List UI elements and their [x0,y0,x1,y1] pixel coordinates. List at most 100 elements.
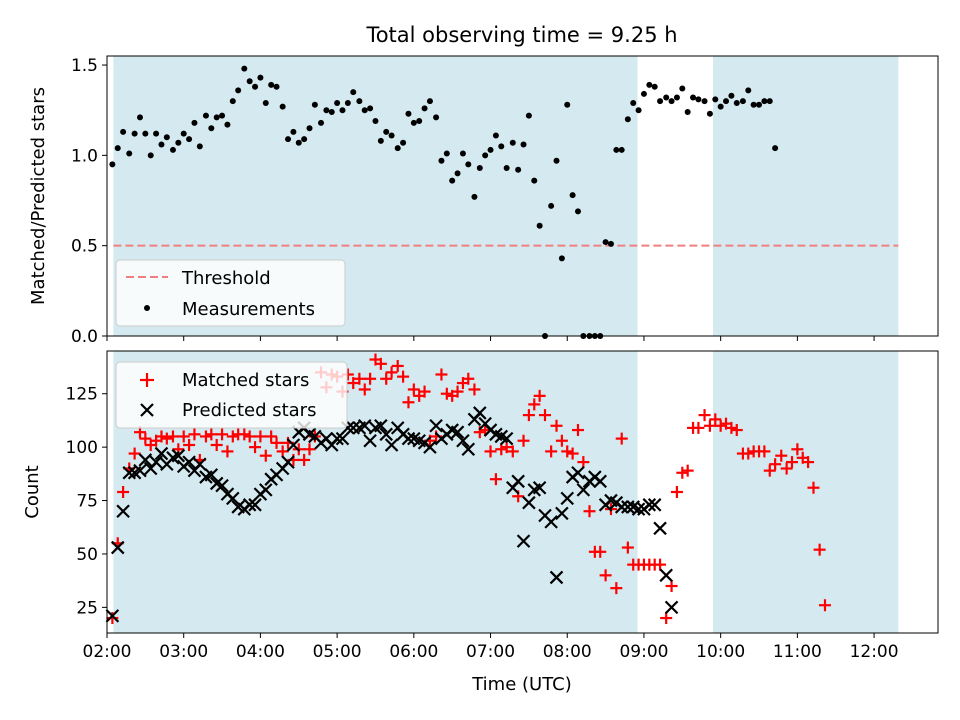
measurement-point [318,119,325,126]
measurement-point [613,146,620,153]
x-stroke-2 [401,431,416,446]
x-tick-label: 04:00 [236,642,285,662]
matched-stars-points [106,353,831,625]
predicted-star-point [555,506,569,521]
measurement-point [558,255,565,262]
predicted-star-point [204,468,219,482]
matched-star-point [522,409,535,422]
matched-star-point [303,443,316,456]
matched-star-point [550,419,563,432]
matched-star-point [791,443,804,456]
measurement-point [301,136,308,143]
measurement-point [663,94,670,101]
matched-star-point [407,383,420,396]
predicted-star-point [576,483,591,497]
measurement-point [421,105,428,112]
matched-star-point [654,558,667,571]
matched-star-point [380,372,393,385]
measurement-point [706,110,713,117]
matched-star-point [397,370,410,383]
measurement-point [147,152,154,159]
measurement-point [509,139,516,146]
x-stroke-2 [494,429,509,444]
x-stroke-2 [363,433,377,448]
x-tick-label: 05:00 [313,642,362,662]
matched-star-point [709,413,722,426]
matched-star-point [555,434,568,447]
measurement-point [186,136,193,143]
x-stroke-2 [642,498,657,512]
x-tick-label: 11:00 [773,642,822,662]
predicted-star-point [105,609,120,623]
matched-star-point [780,462,793,475]
measurement-point [454,170,461,177]
measurement-point [426,98,433,105]
predicted-star-point [259,483,273,497]
x-tick-label: 12:00 [850,642,899,662]
x-stroke-2 [571,465,585,480]
measurement-point [120,128,127,135]
legend-matched-label: Matched stars [182,370,309,391]
matched-star-point [276,445,289,458]
predicted-star-point [461,442,476,457]
measurement-point [109,161,116,168]
predicted-star-point [560,491,575,506]
measurement-point [246,78,253,85]
predicted-star-point [226,491,240,506]
measurement-point [158,141,165,148]
predicted-star-point [346,421,361,435]
x-stroke-2 [281,455,295,469]
matched-star-point [199,430,212,443]
predicted-star-point [122,465,137,480]
count-panel: 02:00 03:00 04:00 05:00 06:00 07:00 08:00 09:00… [22,350,939,695]
predicted-star-point [138,453,153,467]
measurement-point [131,130,138,137]
x-tick-label: 10:00 [696,642,745,662]
y-tick-label: 50 [76,545,98,565]
x-stroke-2 [346,421,361,435]
bottom-plot-frame [106,350,939,634]
matched-star-point [385,366,398,379]
matched-star-point [462,372,475,385]
matched-star-point [183,439,196,451]
measurement-point [531,177,538,184]
matched-star-point [270,436,283,449]
measurement-point [564,101,571,108]
matched-star-point [177,430,190,443]
x-stroke-2 [659,568,673,583]
measurement-point [750,101,757,108]
matched-star-point [500,441,513,454]
bottom-legend: Matched stars Predicted stars [115,361,348,429]
predicted-star-point [401,431,416,446]
matched-star-point [571,424,584,437]
matched-star-point [495,443,508,456]
predicted-star-point [544,515,558,529]
top-legend-box [115,259,346,327]
measurement-point [328,109,335,115]
predicted-star-point [363,433,377,448]
measurement-point [136,114,143,121]
matched-star-point [418,385,431,398]
predicted-star-point [423,440,437,454]
measurement-point [175,139,182,146]
matched-star-point [391,359,404,372]
bottom-y-axis: 25 50 75 100 125 [66,385,107,618]
predicted-star-point [456,433,470,448]
predicted-star-point [516,534,531,548]
matched-star-point [703,419,716,432]
x-stroke-2 [621,500,635,514]
bottom-x-axis: 02:00 03:00 04:00 05:00 06:00 07:00 08:00 09:00… [83,633,899,662]
matched-star-point [714,419,727,432]
predicted-star-point [149,455,163,469]
predicted-star-point [642,498,657,512]
measurement-point [235,87,242,94]
x-stroke-2 [379,427,393,442]
measurement-point [383,128,390,135]
x-stroke-2 [259,483,273,497]
matched-star-point [802,456,815,469]
y-tick-label: 125 [66,385,98,405]
matched-star-point [539,409,552,422]
measurement-point [630,99,637,106]
x-tick-label: 02:00 [83,642,132,662]
matched-star-point [769,458,782,471]
